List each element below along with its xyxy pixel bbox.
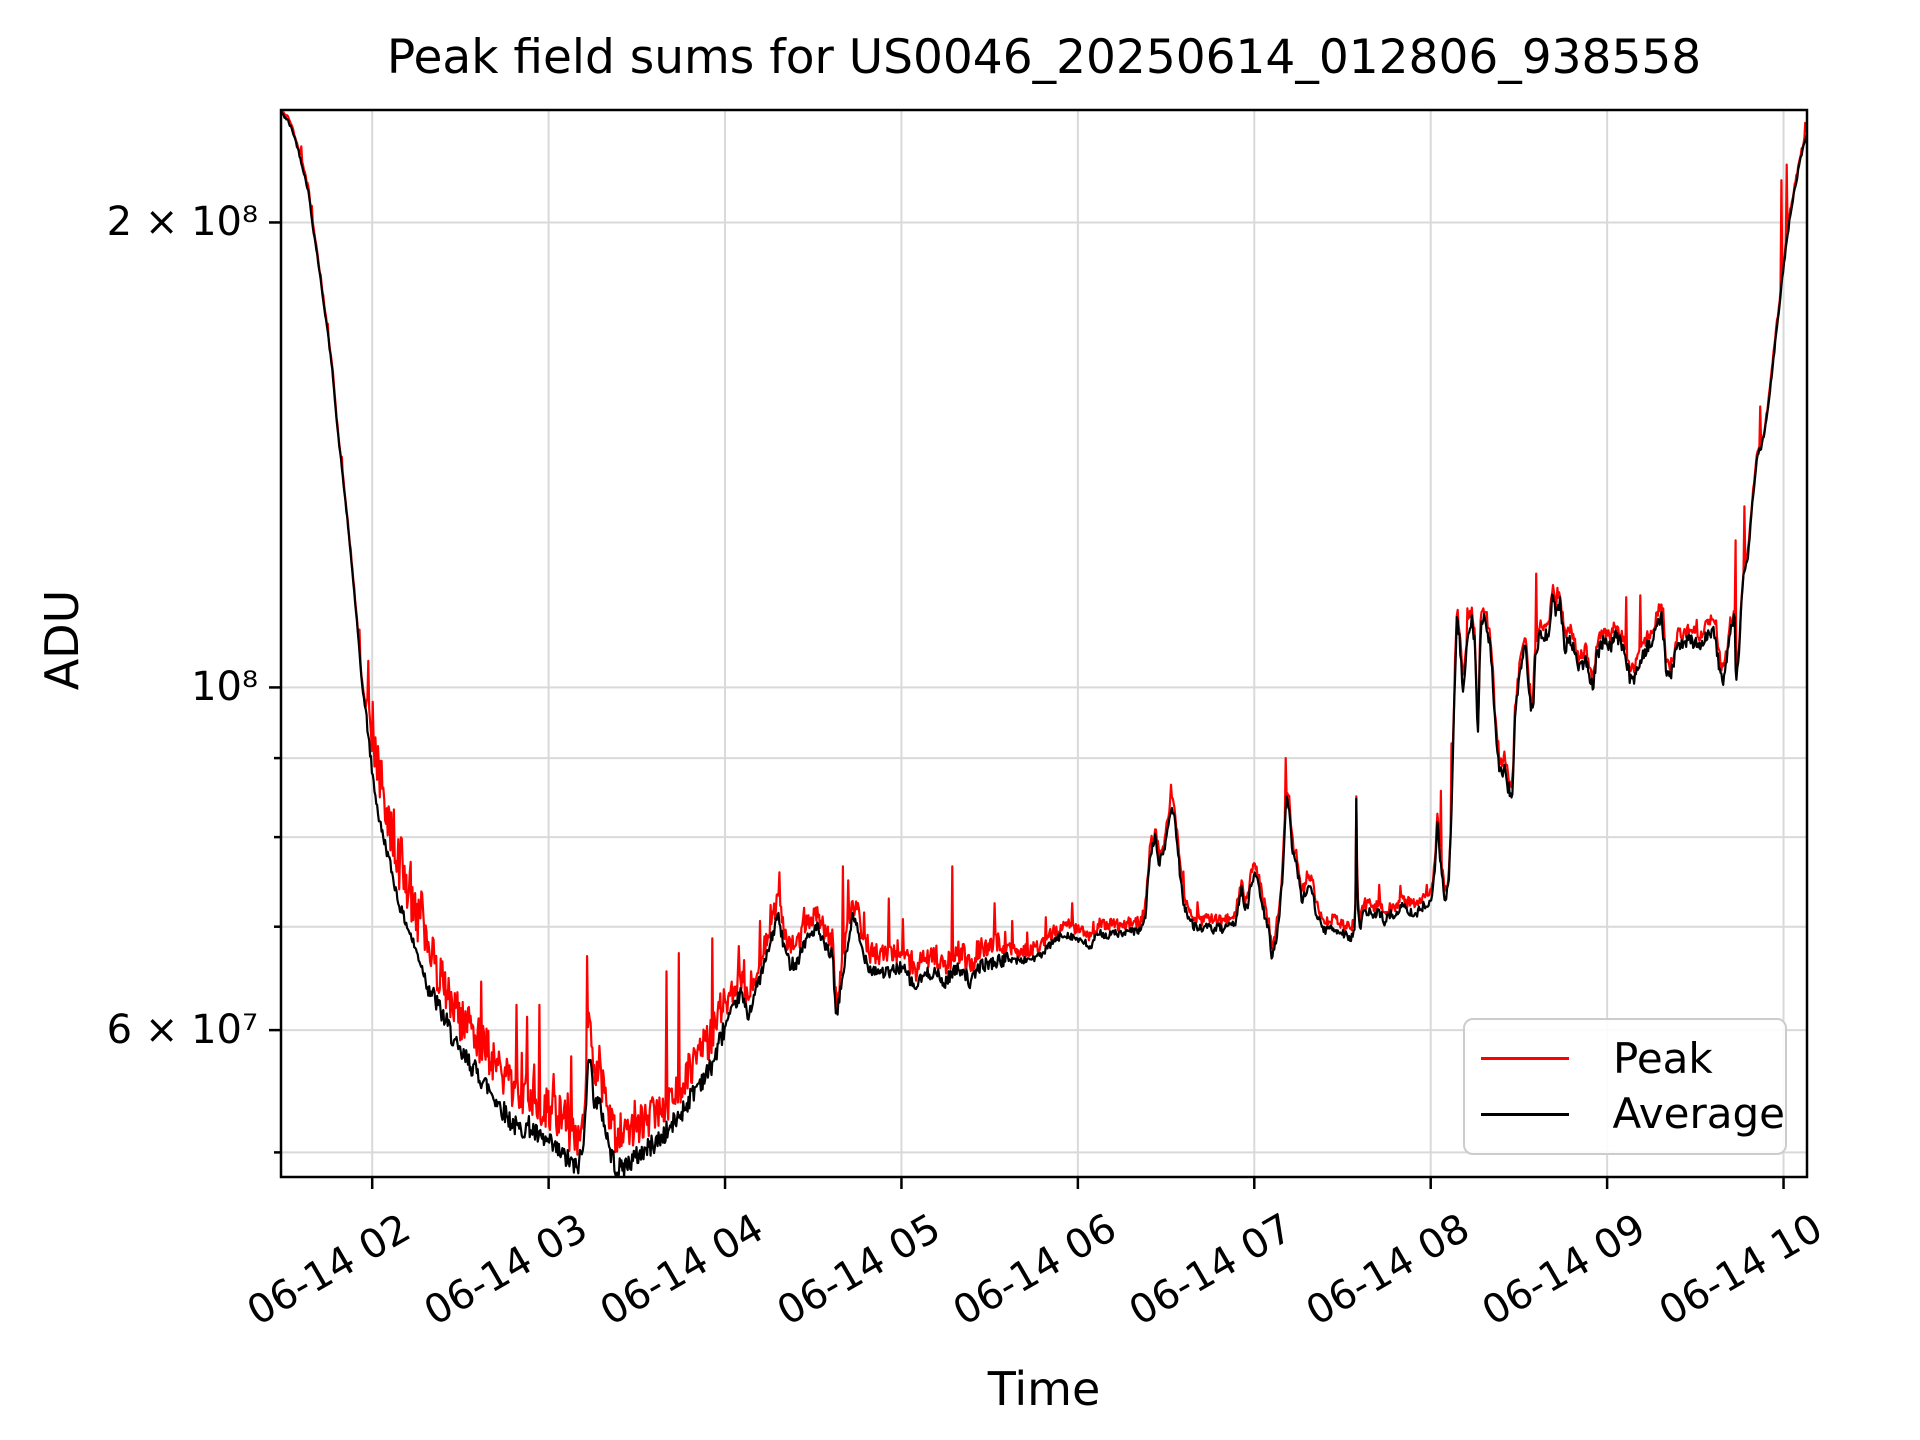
peak-line-swatch: [1481, 1057, 1569, 1061]
legend-label-average: Average: [1612, 1089, 1785, 1139]
y-tick-label: 2 × 10⁸: [106, 199, 258, 246]
legend-item-peak: Peak: [1465, 1033, 1785, 1083]
peak-line: [280, 109, 1808, 1156]
legend-item-average: Average: [1465, 1091, 1785, 1137]
legend: Peak Average: [1463, 1018, 1787, 1155]
x-axis-label: Time: [987, 1362, 1101, 1416]
average-line: [280, 110, 1808, 1178]
average-line-swatch: [1481, 1112, 1569, 1116]
legend-label-peak: Peak: [1613, 1033, 1713, 1083]
y-tick-label: 10⁸: [191, 664, 258, 711]
y-axis-label: ADU: [35, 589, 89, 691]
y-tick-label: 6 × 10⁷: [106, 1007, 258, 1054]
chart-title: Peak field sums for US0046_20250614_0128…: [386, 30, 1702, 85]
